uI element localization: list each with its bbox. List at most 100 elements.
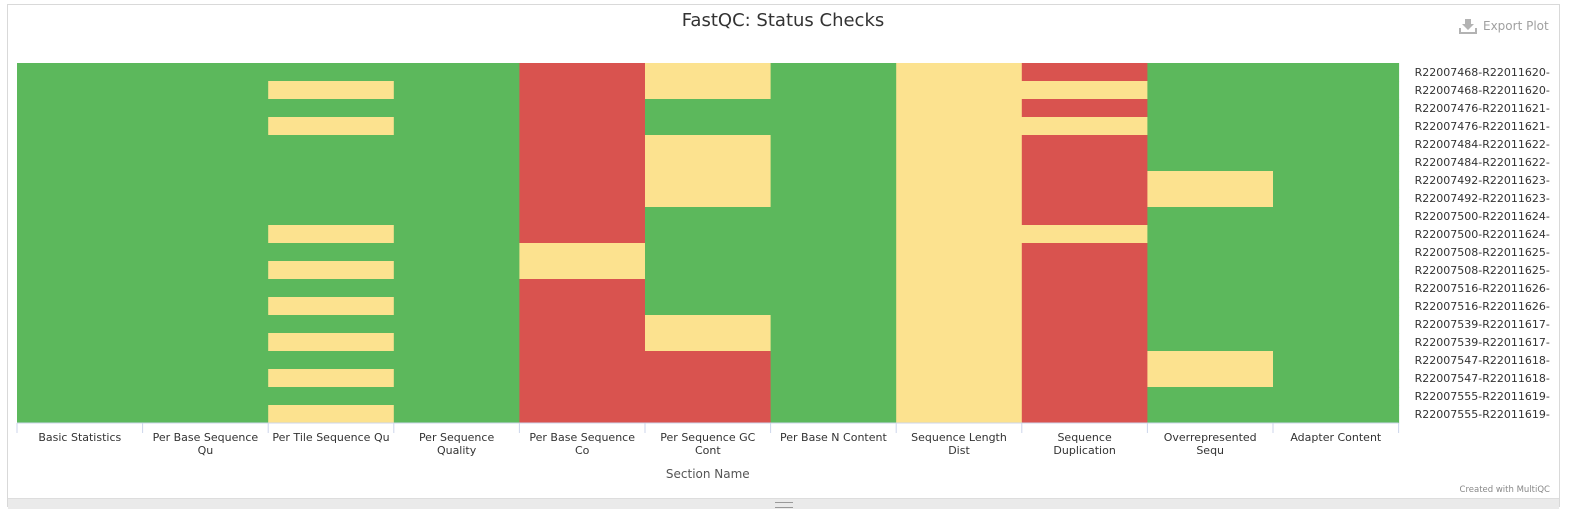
heatmap-cell[interactable] (519, 315, 646, 334)
heatmap-cell[interactable] (268, 387, 395, 406)
heatmap-cell[interactable] (393, 297, 520, 316)
heatmap-cell[interactable] (896, 405, 1023, 424)
heatmap-cell[interactable] (896, 369, 1023, 388)
heatmap-cell[interactable] (1147, 351, 1274, 370)
heatmap-cell[interactable] (268, 279, 395, 298)
heatmap-cell[interactable] (770, 279, 897, 298)
heatmap-cell[interactable] (519, 261, 646, 280)
heatmap-cell[interactable] (1273, 261, 1400, 280)
heatmap-cell[interactable] (519, 153, 646, 172)
heatmap-cell[interactable] (896, 99, 1023, 118)
heatmap-cell[interactable] (17, 99, 144, 118)
heatmap-cell[interactable] (770, 171, 897, 190)
heatmap-cell[interactable] (645, 81, 772, 100)
heatmap-cell[interactable] (268, 81, 395, 100)
heatmap-cell[interactable] (1021, 81, 1148, 100)
heatmap-cell[interactable] (268, 153, 395, 172)
heatmap-cell[interactable] (1147, 135, 1274, 154)
heatmap-cell[interactable] (519, 189, 646, 208)
heatmap-cell[interactable] (1147, 63, 1274, 82)
heatmap-cell[interactable] (1021, 153, 1148, 172)
heatmap-cell[interactable] (1147, 333, 1274, 352)
heatmap-cell[interactable] (519, 333, 646, 352)
heatmap-cell[interactable] (645, 63, 772, 82)
heatmap-cell[interactable] (17, 279, 144, 298)
heatmap-cell[interactable] (1147, 189, 1274, 208)
heatmap-cell[interactable] (268, 405, 395, 424)
heatmap-cell[interactable] (645, 261, 772, 280)
heatmap-cell[interactable] (268, 171, 395, 190)
heatmap-cell[interactable] (393, 225, 520, 244)
heatmap-cell[interactable] (1021, 171, 1148, 190)
heatmap-cell[interactable] (770, 405, 897, 424)
heatmap-cell[interactable] (896, 63, 1023, 82)
heatmap-cell[interactable] (393, 207, 520, 226)
heatmap-cell[interactable] (142, 297, 269, 316)
heatmap-cell[interactable] (770, 261, 897, 280)
resize-handle[interactable] (8, 498, 1559, 509)
heatmap-cell[interactable] (142, 279, 269, 298)
heatmap-cell[interactable] (268, 297, 395, 316)
heatmap-cell[interactable] (268, 315, 395, 334)
heatmap-cell[interactable] (1147, 315, 1274, 334)
heatmap-cell[interactable] (645, 189, 772, 208)
heatmap-cell[interactable] (770, 333, 897, 352)
heatmap-cell[interactable] (645, 225, 772, 244)
heatmap-cell[interactable] (142, 117, 269, 136)
heatmap-cell[interactable] (896, 153, 1023, 172)
heatmap-cell[interactable] (393, 369, 520, 388)
heatmap-cell[interactable] (17, 153, 144, 172)
heatmap-cell[interactable] (142, 387, 269, 406)
heatmap-cell[interactable] (645, 351, 772, 370)
heatmap-cell[interactable] (770, 63, 897, 82)
heatmap-cell[interactable] (1021, 297, 1148, 316)
heatmap-cell[interactable] (1273, 189, 1400, 208)
heatmap-cell[interactable] (1147, 171, 1274, 190)
heatmap-cell[interactable] (393, 189, 520, 208)
heatmap-cell[interactable] (142, 261, 269, 280)
heatmap-cell[interactable] (17, 135, 144, 154)
heatmap-cell[interactable] (393, 315, 520, 334)
heatmap-cell[interactable] (645, 333, 772, 352)
heatmap-cell[interactable] (17, 117, 144, 136)
heatmap-cell[interactable] (1021, 315, 1148, 334)
heatmap-cell[interactable] (393, 117, 520, 136)
heatmap-cell[interactable] (770, 369, 897, 388)
heatmap-cell[interactable] (17, 171, 144, 190)
heatmap-cell[interactable] (645, 171, 772, 190)
heatmap-cell[interactable] (645, 297, 772, 316)
heatmap-cell[interactable] (896, 261, 1023, 280)
heatmap-cell[interactable] (519, 387, 646, 406)
heatmap-cell[interactable] (1147, 261, 1274, 280)
heatmap-cell[interactable] (896, 117, 1023, 136)
heatmap-cell[interactable] (142, 153, 269, 172)
heatmap-cell[interactable] (896, 171, 1023, 190)
heatmap-cell[interactable] (645, 99, 772, 118)
heatmap-cell[interactable] (142, 369, 269, 388)
heatmap-cell[interactable] (896, 351, 1023, 370)
heatmap-cell[interactable] (393, 243, 520, 262)
heatmap-cell[interactable] (393, 171, 520, 190)
heatmap-cell[interactable] (268, 351, 395, 370)
heatmap-cell[interactable] (1021, 369, 1148, 388)
heatmap-cell[interactable] (1273, 207, 1400, 226)
heatmap-cell[interactable] (1021, 117, 1148, 136)
heatmap-cell[interactable] (268, 333, 395, 352)
heatmap-cell[interactable] (17, 405, 144, 424)
heatmap-cell[interactable] (1273, 369, 1400, 388)
heatmap-cell[interactable] (519, 369, 646, 388)
heatmap-cell[interactable] (1147, 225, 1274, 244)
heatmap-cell[interactable] (1273, 225, 1400, 244)
heatmap-cell[interactable] (1273, 63, 1400, 82)
heatmap-cell[interactable] (1021, 225, 1148, 244)
heatmap-cell[interactable] (142, 171, 269, 190)
heatmap-cell[interactable] (645, 207, 772, 226)
heatmap-cell[interactable] (1147, 153, 1274, 172)
heatmap-cell[interactable] (393, 279, 520, 298)
heatmap-cell[interactable] (1273, 153, 1400, 172)
heatmap-cell[interactable] (268, 117, 395, 136)
heatmap-cell[interactable] (393, 99, 520, 118)
heatmap-cell[interactable] (519, 117, 646, 136)
heatmap-cell[interactable] (1021, 63, 1148, 82)
export-plot-button[interactable]: Export Plot (1459, 18, 1549, 34)
